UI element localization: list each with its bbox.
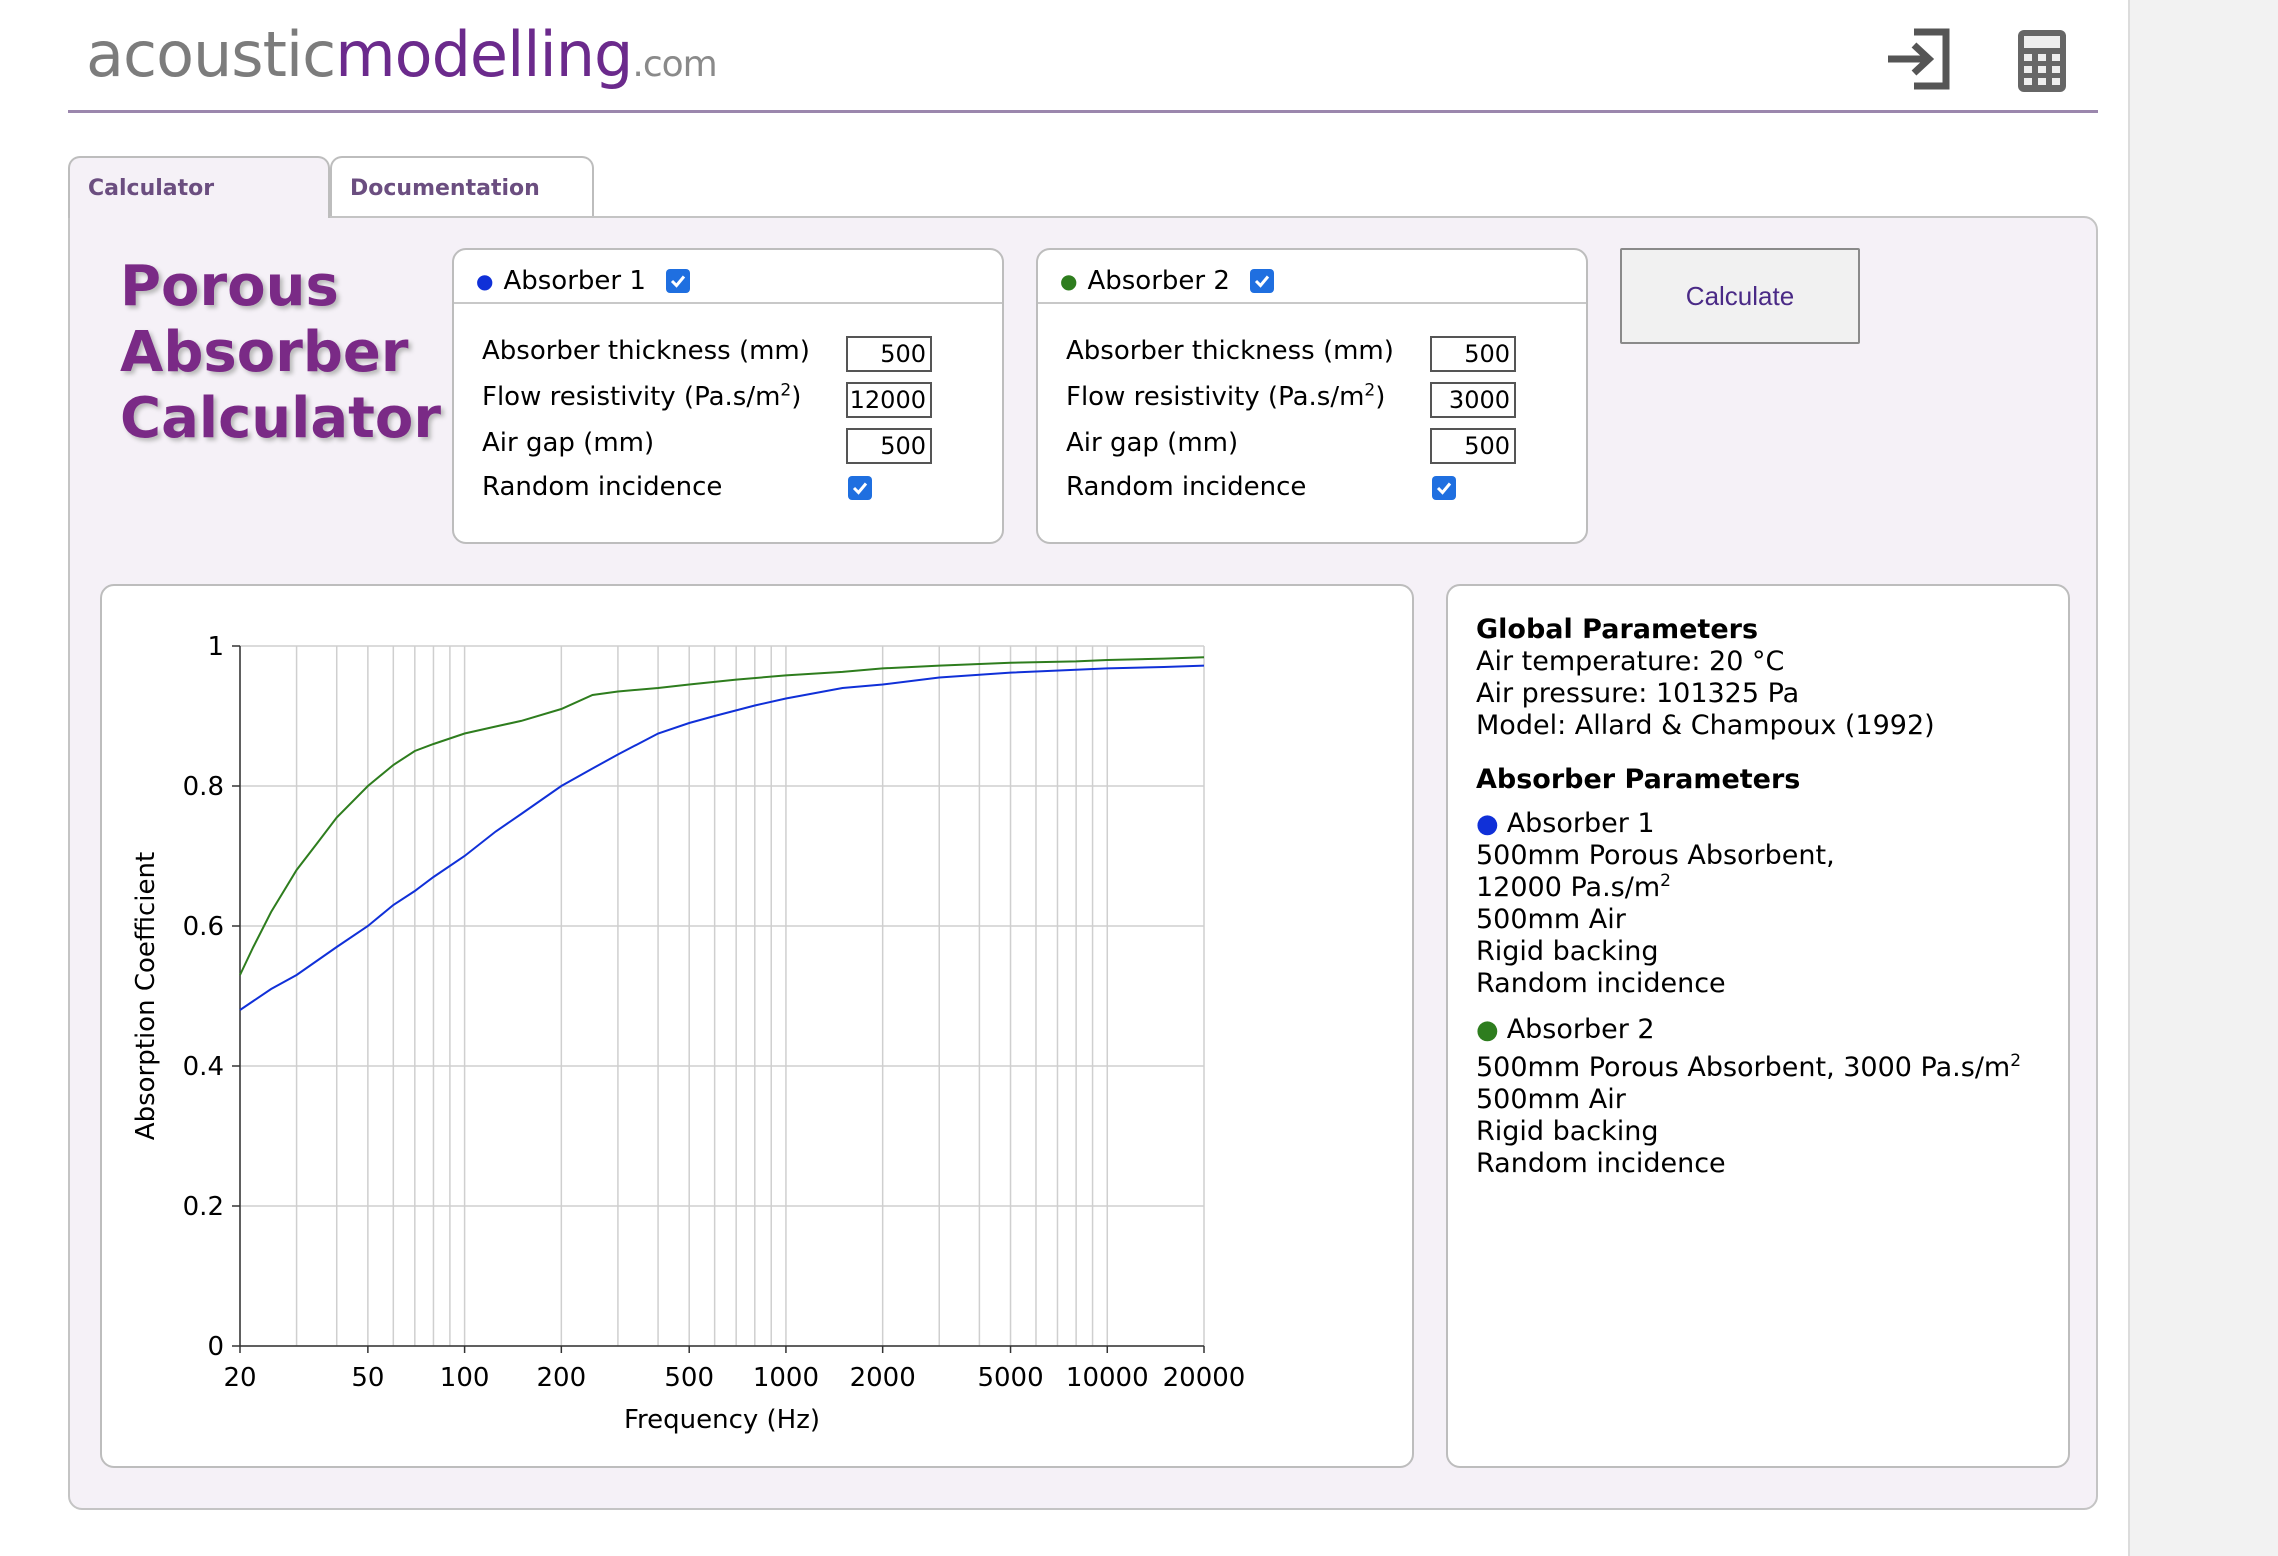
absorber-1-dot-icon: ● xyxy=(476,269,494,293)
absorber-1-header: ● Absorber 1 xyxy=(454,250,1002,304)
absorber-2-desc-line: Random incidence xyxy=(1476,1148,1726,1179)
chart-horizontal-grid xyxy=(240,645,1204,1347)
absorber-2-random-label: Random incidence xyxy=(1066,472,1307,502)
page-title: Porous Absorber Calculator xyxy=(120,254,441,451)
calculate-button[interactable]: Calculate xyxy=(1620,248,1860,344)
absorber-1-panel: ● Absorber 1 Absorber thickness (mm) 500… xyxy=(452,248,1004,544)
site-logo[interactable]: acousticmodelling.com xyxy=(86,18,718,91)
parameters-panel: Global Parameters Air temperature: 20 °C… xyxy=(1446,584,2070,1468)
site-header: acousticmodelling.com xyxy=(0,0,2128,120)
absorber-1-legend-dot-icon: ● xyxy=(1476,809,1499,839)
absorber-2-random-checkbox[interactable] xyxy=(1432,476,1456,500)
x-tick-label: 200 xyxy=(537,1363,587,1393)
absorber-1-thickness-input[interactable]: 500 xyxy=(846,336,932,372)
absorber-2-thickness-label: Absorber thickness (mm) xyxy=(1066,336,1394,366)
absorption-chart-panel: 20 50 100 200 500 1000 2000 5000 10000 20000 0 0.2… xyxy=(100,584,1414,1468)
absorber-2-airgap-label: Air gap (mm) xyxy=(1066,428,1239,458)
tab-calculator[interactable]: Calculator xyxy=(68,156,330,218)
air-temperature: Air temperature: 20 °C xyxy=(1476,646,1785,677)
legend-absorber-1: ● Absorber 1 xyxy=(1476,808,1655,839)
absorber-1-flow-label: Flow resistivity (Pa.s/m2) xyxy=(482,380,802,412)
y-tick-label: 0.4 xyxy=(183,1052,224,1082)
chart-vertical-grid xyxy=(239,646,1205,1346)
chart-axes xyxy=(239,646,1204,1347)
x-tick-label: 10000 xyxy=(1066,1363,1149,1393)
header-divider xyxy=(68,110,2098,113)
absorber-2-panel: ● Absorber 2 Absorber thickness (mm) 500… xyxy=(1036,248,1588,544)
calculator-icon[interactable] xyxy=(2016,28,2068,94)
window-right-margin xyxy=(2128,0,2278,1556)
absorber-2-enable-checkbox[interactable] xyxy=(1249,269,1274,293)
y-tick-label: 0.6 xyxy=(183,912,224,942)
x-tick-label: 20000 xyxy=(1163,1363,1246,1393)
absorber-1-airgap-label: Air gap (mm) xyxy=(482,428,655,458)
absorber-2-desc-line: Rigid backing xyxy=(1476,1116,1659,1147)
absorber-2-desc-line: 500mm Porous Absorbent, 3000 Pa.s/m2 xyxy=(1476,1051,2022,1083)
absorber-2-flow-input[interactable]: 3000 xyxy=(1430,382,1516,418)
x-axis-label: Frequency (Hz) xyxy=(624,1405,820,1435)
x-tick-label: 100 xyxy=(440,1363,490,1393)
login-icon[interactable] xyxy=(1884,26,1954,92)
absorber-2-desc-line: 500mm Air xyxy=(1476,1084,1626,1115)
absorber-1-random-checkbox[interactable] xyxy=(848,476,872,500)
absorber-1-desc-line: Random incidence xyxy=(1476,968,1726,999)
chart-series xyxy=(239,656,1205,1011)
absorber-1-name: Absorber 1 xyxy=(503,266,646,296)
chart-y-ticks: 0 0.2 0.4 0.6 0.8 1 xyxy=(183,632,240,1362)
absorber-2-dot-icon: ● xyxy=(1060,269,1078,293)
x-tick-label: 2000 xyxy=(850,1363,916,1393)
x-tick-label: 50 xyxy=(351,1363,384,1393)
absorber-1-thickness-label: Absorber thickness (mm) xyxy=(482,336,810,366)
absorption-chart: 20 50 100 200 500 1000 2000 5000 10000 20000 0 0.2… xyxy=(131,632,1245,1435)
absorber-1-enable-checkbox[interactable] xyxy=(665,269,690,293)
y-tick-label: 0 xyxy=(207,1332,224,1362)
model-name: Model: Allard & Champoux (1992) xyxy=(1476,710,1935,741)
tab-documentation[interactable]: Documentation xyxy=(330,156,594,218)
absorber-1-airgap-input[interactable]: 500 xyxy=(846,428,932,464)
absorber-2-thickness-input[interactable]: 500 xyxy=(1430,336,1516,372)
y-tick-label: 0.2 xyxy=(183,1192,224,1222)
x-tick-label: 20 xyxy=(223,1363,256,1393)
air-pressure: Air pressure: 101325 Pa xyxy=(1476,678,1800,709)
absorber-1-desc-line: 500mm Air xyxy=(1476,904,1626,935)
y-axis-label: Absorption Coefficient xyxy=(131,852,161,1140)
x-tick-label: 5000 xyxy=(977,1363,1043,1393)
series-line-absorber-2 xyxy=(239,656,1205,976)
absorber-2-header: ● Absorber 2 xyxy=(1038,250,1586,304)
absorber-parameters-heading: Absorber Parameters xyxy=(1476,764,1801,795)
absorber-1-flow-input[interactable]: 12000 xyxy=(846,382,932,418)
absorber-2-legend-dot-icon: ● xyxy=(1476,1015,1499,1045)
absorber-1-random-label: Random incidence xyxy=(482,472,723,502)
absorber-1-desc-line: 500mm Porous Absorbent, xyxy=(1476,840,1835,871)
legend-absorber-2: ● Absorber 2 xyxy=(1476,1014,1655,1045)
absorber-2-airgap-input[interactable]: 500 xyxy=(1430,428,1516,464)
absorber-2-name: Absorber 2 xyxy=(1087,266,1230,296)
y-tick-label: 1 xyxy=(207,632,224,662)
x-tick-label: 500 xyxy=(664,1363,714,1393)
x-tick-label: 1000 xyxy=(753,1363,819,1393)
series-line-absorber-1 xyxy=(239,664,1205,1011)
y-tick-label: 0.8 xyxy=(183,772,224,802)
global-parameters-heading: Global Parameters xyxy=(1476,614,1759,645)
chart-x-ticks: 20 50 100 200 500 1000 2000 5000 10000 20000 xyxy=(223,1346,1245,1393)
absorber-2-flow-label: Flow resistivity (Pa.s/m2) xyxy=(1066,380,1386,412)
absorber-1-desc-line: 12000 Pa.s/m2 xyxy=(1476,871,1671,903)
absorber-1-desc-line: Rigid backing xyxy=(1476,936,1659,967)
calculator-panel: Porous Absorber Calculator ● Absorber 1 … xyxy=(68,216,2098,1510)
